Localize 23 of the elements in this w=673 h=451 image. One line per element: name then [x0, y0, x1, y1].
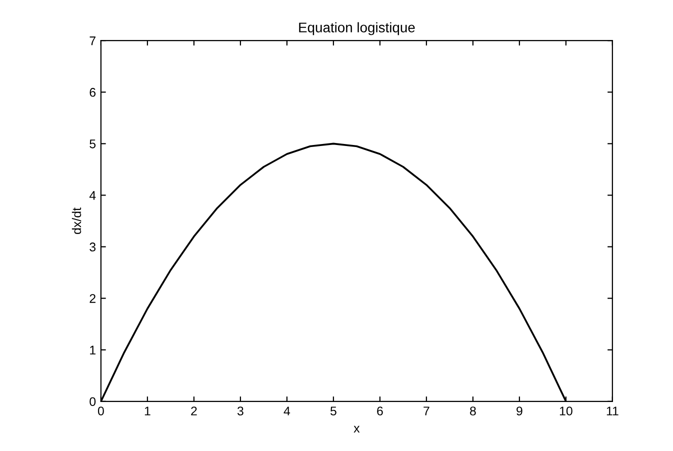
x-tick-label: 3 [237, 406, 244, 416]
y-tick-label: 4 [89, 191, 96, 200]
x-tick-label: 6 [377, 406, 383, 416]
x-tick-label: 8 [470, 406, 476, 416]
x-tick-label: 11 [606, 406, 618, 416]
y-tick-label: 0 [90, 397, 96, 406]
y-tick-label: 1 [90, 346, 96, 354]
x-tick-label: 0 [98, 406, 104, 416]
x-tick-label: 10 [560, 406, 572, 416]
x-axis-title: x [354, 426, 360, 433]
y-tick-label: 2 [90, 294, 96, 303]
y-tick-label: 6 [90, 88, 96, 97]
y-tick-label: 7 [90, 36, 96, 46]
y-tick-label: 3 [90, 242, 96, 252]
x-tick-label: 2 [191, 406, 197, 416]
x-tick-label: 1 [144, 406, 150, 416]
x-tick-label: 9 [516, 406, 522, 416]
y-axis-title: dx/dt [72, 208, 82, 234]
chart-title: Equation logistique [299, 22, 415, 36]
y-tick-label: 5 [90, 140, 96, 148]
x-tick-label: 5 [330, 406, 336, 416]
x-tick-label: 4 [284, 406, 290, 416]
x-tick-label: 7 [424, 406, 430, 416]
